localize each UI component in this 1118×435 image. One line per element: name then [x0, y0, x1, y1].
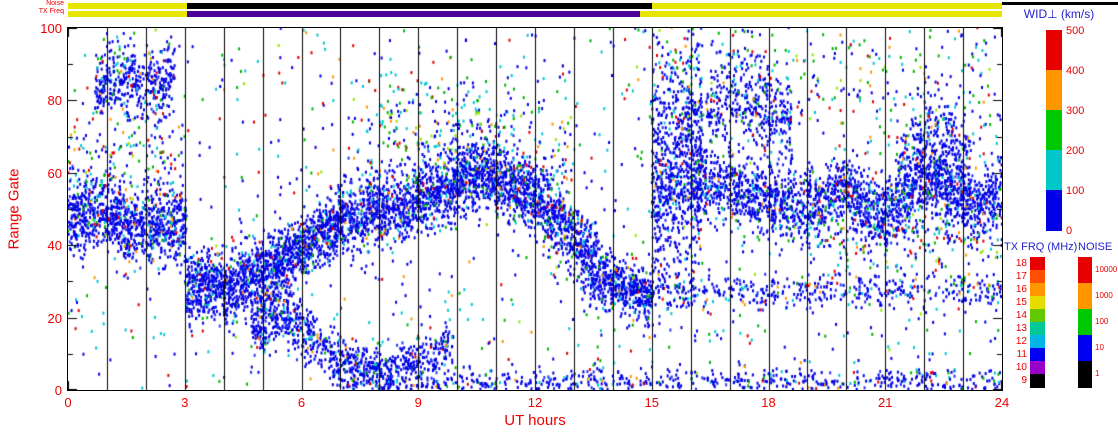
wid-colorbar-tick-label: 200: [1066, 145, 1085, 157]
txfrq-colorbar-label: 15: [1015, 297, 1027, 308]
x-tick-label: 3: [181, 395, 189, 410]
txfreq-strip-label: TX Freq: [38, 8, 64, 15]
noise-colorbar-title: NOISE: [1078, 241, 1113, 253]
noise-colorbar-segment: [1078, 361, 1092, 388]
txfrq-colorbar-label: 17: [1015, 271, 1027, 282]
noise-colorbar-label: 10: [1095, 343, 1104, 352]
x-tick-label: 15: [644, 395, 659, 410]
txfrq-colorbar-label: 11: [1016, 349, 1027, 360]
noise-level-strip: [68, 3, 1002, 9]
noise-colorbar-label: 1: [1095, 369, 1100, 378]
txfreq-strip-segment: [640, 11, 1002, 17]
wid-colorbar-segment: [1046, 110, 1062, 151]
txfreq-strip-segment: [186, 11, 641, 17]
wid-colorbar: [1046, 30, 1062, 231]
x-tick-label: 6: [297, 395, 306, 410]
plot-area: [67, 27, 1003, 391]
x-axis-label: UT hours: [504, 412, 566, 429]
txfrq-colorbar-label: 10: [1015, 362, 1027, 373]
txfrq-colorbar-segment: [1030, 322, 1045, 336]
x-tick-label: 21: [878, 395, 893, 410]
x-tick-label: 9: [414, 395, 422, 410]
y-tick-label: 100: [40, 21, 62, 36]
y-tick-label: 60: [47, 165, 62, 181]
wid-colorbar-tick-label: 500: [1066, 25, 1085, 37]
wid-colorbar-tick-label: 400: [1066, 65, 1085, 77]
noise-colorbar-label: 10000: [1095, 265, 1118, 274]
noise-colorbar-segment: [1078, 283, 1092, 310]
txfrq-colorbar-label: 13: [1015, 323, 1027, 334]
noise-colorbar-segment: [1078, 309, 1092, 336]
x-tick-label: 18: [761, 395, 776, 410]
wid-colorbar-segment: [1046, 30, 1062, 71]
noise-strip-label: Noise: [46, 0, 64, 7]
txfrq-colorbar-segment: [1030, 296, 1045, 310]
y-tick-label: 40: [47, 238, 62, 254]
txfrq-colorbar-segment: [1030, 335, 1045, 349]
wid-colorbar-tick-label: 0: [1066, 225, 1073, 237]
txfrq-colorbar-label: 16: [1015, 284, 1027, 295]
wid-colorbar-tick-label: 300: [1066, 105, 1085, 117]
txfrq-colorbar-label: 12: [1015, 336, 1027, 347]
txfrq-colorbar: [1030, 257, 1045, 388]
y-axis-label: Range Gate: [5, 168, 23, 250]
wid-colorbar-tick-label: 100: [1066, 185, 1085, 197]
noise-colorbar-segment: [1078, 335, 1092, 362]
txfrq-colorbar-label: 18: [1015, 258, 1027, 269]
y-tick-label: 0: [54, 383, 62, 398]
txfrq-colorbar-segment: [1030, 257, 1045, 271]
noise-strip-segment: [68, 3, 187, 9]
txfrq-colorbar-title: TX FRQ (MHz): [1004, 241, 1078, 253]
x-tick-label: 12: [527, 395, 543, 410]
top-right-rule: [1002, 2, 1118, 5]
txfreq-strip-segment: [68, 11, 187, 17]
txfrq-colorbar-segment: [1030, 309, 1045, 323]
scatter-canvas: [68, 28, 1002, 390]
txfrq-colorbar-segment: [1030, 270, 1045, 284]
noise-strip-segment: [651, 3, 1002, 9]
txfrq-colorbar-label: 14: [1015, 310, 1027, 321]
wid-colorbar-segment: [1046, 70, 1062, 111]
txfrq-colorbar-label: 9: [1021, 375, 1027, 386]
wid-colorbar-title: WID⊥ (km/s): [1023, 7, 1095, 21]
txfrq-colorbar-segment: [1030, 348, 1045, 362]
x-tick-label: 24: [994, 395, 1010, 410]
x-tick-label: 0: [64, 395, 72, 410]
txfrq-colorbar-segment: [1030, 361, 1045, 375]
noise-colorbar: [1078, 257, 1092, 388]
noise-colorbar-label: 100: [1095, 317, 1109, 326]
y-tick-label: 80: [47, 93, 62, 109]
txfrq-colorbar-segment: [1030, 374, 1045, 388]
wid-colorbar-segment: [1046, 190, 1062, 231]
noise-colorbar-segment: [1078, 257, 1092, 284]
tx-frequency-strip: [68, 11, 1002, 17]
noise-strip-segment: [186, 3, 652, 9]
txfrq-colorbar-segment: [1030, 283, 1045, 297]
wid-colorbar-segment: [1046, 150, 1062, 191]
y-tick-label: 20: [47, 310, 62, 326]
noise-colorbar-label: 1000: [1095, 291, 1113, 300]
